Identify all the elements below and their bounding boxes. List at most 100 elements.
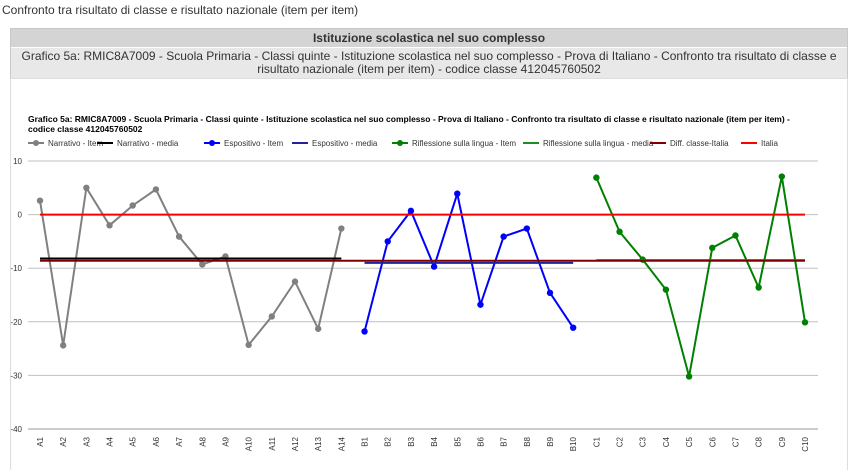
x-tick-label: A8 (198, 436, 207, 446)
x-tick-label: A4 (106, 436, 115, 446)
legend-label: Narrativo - Item (48, 139, 103, 148)
page-header: Confronto tra risultato di classe e risu… (2, 3, 359, 17)
point (268, 313, 276, 320)
point (430, 263, 438, 270)
x-tick-label: A6 (152, 436, 161, 446)
point (755, 284, 762, 291)
x-tick-label: B1 (361, 436, 370, 446)
legend-item: Riflessione sulla lingua - media (523, 139, 654, 148)
chart-title: Grafico 5a: RMIC8A7009 - Scuola Primaria… (28, 114, 790, 134)
legend-marker (209, 140, 215, 146)
point (361, 328, 368, 335)
legend-marker (33, 140, 39, 146)
x-tick-label: C1 (592, 436, 601, 447)
point (384, 238, 391, 245)
series-line (595, 176, 806, 377)
x-tick-label: B8 (523, 436, 532, 446)
point (291, 278, 299, 285)
point (152, 186, 160, 193)
x-tick-label: A9 (221, 436, 230, 446)
legend-label: Italia (761, 139, 778, 148)
point (593, 174, 600, 181)
point (662, 286, 670, 293)
x-tick-label: A10 (245, 436, 254, 451)
legend-label: Narrativo - media (117, 139, 179, 148)
y-tick-label: -10 (10, 264, 22, 273)
legend-item: Riflessione sulla lingua - Item (392, 139, 516, 148)
x-tick-label: A13 (314, 436, 323, 451)
legend-item: Espositivo - Item (204, 139, 283, 148)
series-line (39, 184, 343, 348)
legend-label: Riflessione sulla lingua - media (543, 139, 654, 148)
x-tick-label: B7 (500, 436, 509, 446)
x-tick-label: B4 (430, 436, 439, 446)
x-tick-label: C5 (685, 436, 694, 447)
point (801, 319, 809, 326)
legend-label: Espositivo - Item (224, 139, 283, 148)
x-tick-label: B2 (384, 436, 393, 446)
point (616, 228, 623, 235)
point (338, 225, 345, 232)
x-tick-label: B3 (407, 436, 416, 446)
point (245, 341, 252, 349)
point (454, 190, 461, 197)
point (477, 301, 484, 308)
x-tick-label: A14 (337, 436, 346, 451)
point (106, 222, 113, 229)
point (175, 233, 183, 240)
x-tick-label: C6 (708, 436, 717, 447)
x-tick-label: C7 (731, 436, 740, 447)
point (36, 197, 44, 204)
y-tick-label: 10 (13, 157, 22, 166)
point (314, 325, 322, 332)
y-tick-label: -30 (10, 371, 22, 380)
legend-label: Riflessione sulla lingua - Item (412, 139, 516, 148)
x-tick-label: B5 (453, 436, 462, 446)
x-tick-label: C2 (616, 436, 625, 447)
panel-subtitle: Grafico 5a: RMIC8A7009 - Scuola Primaria… (11, 47, 847, 78)
x-tick-label: C10 (801, 436, 810, 451)
x-tick-label: A12 (291, 436, 300, 451)
x-tick-label: A2 (59, 436, 68, 446)
panel-title: Istituzione scolastica nel suo complesso (11, 29, 847, 47)
point (685, 373, 693, 380)
chart-panel (10, 78, 848, 470)
x-tick-label: B10 (569, 436, 578, 451)
x-tick-label: A5 (129, 436, 138, 446)
point (709, 244, 716, 252)
x-tick-label: B9 (546, 436, 555, 446)
x-tick-label: C8 (755, 436, 764, 447)
point (500, 233, 507, 240)
legend-item: Narrativo - media (97, 139, 179, 148)
x-tick-label: A1 (36, 436, 45, 446)
point (523, 225, 531, 232)
point (199, 261, 206, 268)
point (546, 289, 554, 297)
x-tick-label: C9 (778, 436, 787, 447)
point (129, 202, 136, 209)
legend-item: Italia (741, 139, 778, 148)
point (778, 173, 786, 180)
y-tick-label: -40 (10, 425, 22, 434)
x-tick-label: A11 (268, 436, 277, 450)
point (732, 232, 739, 239)
point (569, 324, 577, 331)
legend-item: Narrativo - Item (28, 139, 103, 148)
point (59, 342, 67, 349)
x-tick-label: B6 (476, 436, 485, 446)
y-tick-label: -20 (10, 318, 22, 327)
point (407, 207, 415, 215)
y-tick-label: 0 (18, 211, 23, 220)
x-tick-label: A7 (175, 436, 184, 446)
x-tick-label: C4 (662, 436, 671, 447)
legend-item: Diff. classe-Italia (650, 139, 729, 148)
legend-item: Espositivo - media (292, 139, 378, 148)
legend-label: Espositivo - media (312, 139, 378, 148)
legend-marker (397, 140, 403, 146)
point (83, 184, 90, 191)
x-tick-label: C3 (639, 436, 648, 447)
panel: Istituzione scolastica nel suo complesso… (10, 28, 848, 470)
x-tick-label: A3 (82, 436, 91, 446)
